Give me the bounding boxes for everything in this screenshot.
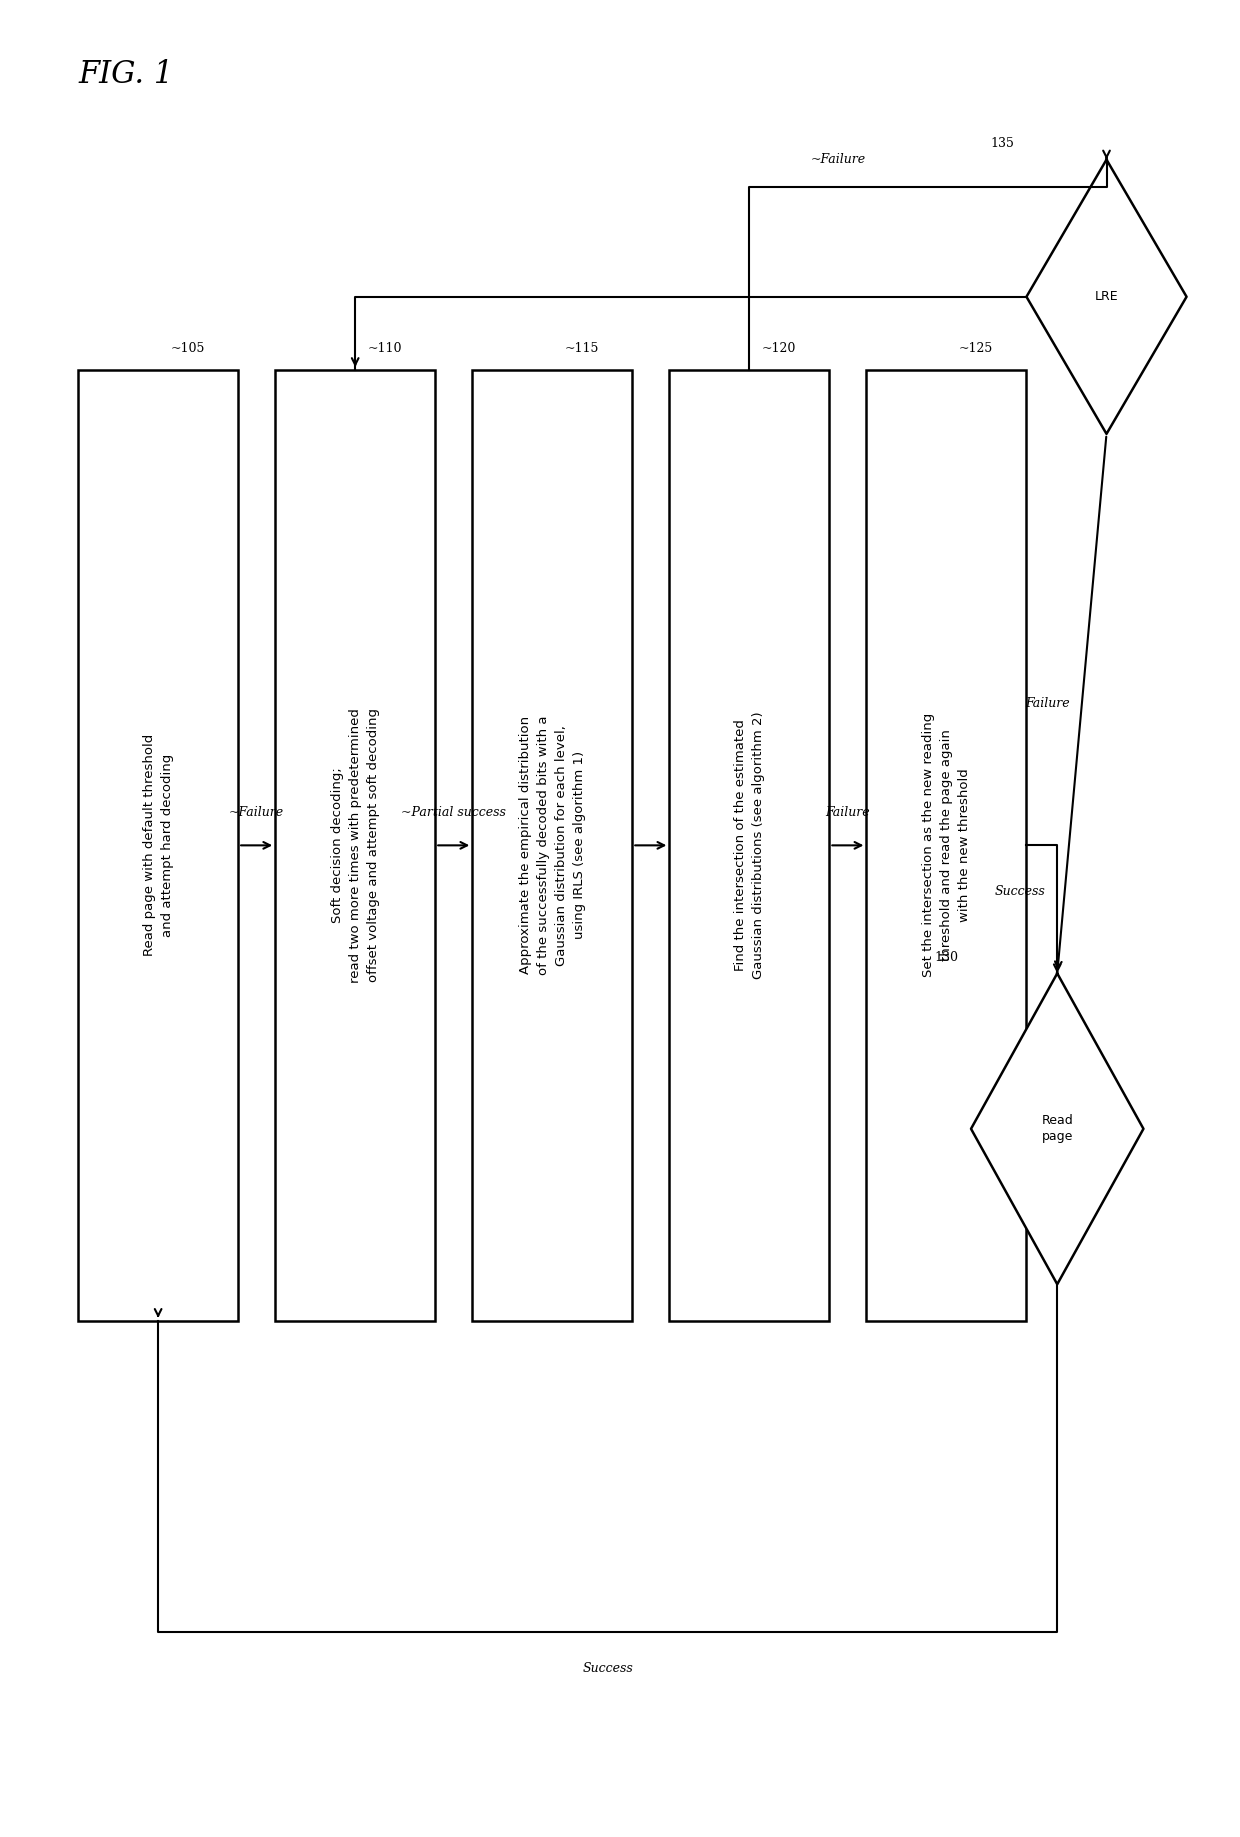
FancyBboxPatch shape bbox=[472, 369, 632, 1321]
Polygon shape bbox=[1027, 160, 1187, 434]
Text: Read page with default threshold
and attempt hard decoding: Read page with default threshold and att… bbox=[143, 735, 174, 957]
Text: Success: Success bbox=[994, 885, 1045, 898]
Text: Soft decision decoding;
read two more times with predetermined
offset voltage an: Soft decision decoding; read two more ti… bbox=[331, 707, 379, 983]
Text: Read
page: Read page bbox=[1042, 1115, 1073, 1143]
Text: ~110: ~110 bbox=[367, 342, 402, 355]
Text: LRE: LRE bbox=[1095, 290, 1118, 303]
FancyBboxPatch shape bbox=[670, 369, 830, 1321]
Text: ~105: ~105 bbox=[170, 342, 205, 355]
Text: Approximate the empirical distribution
of the successfully decoded bits with a
G: Approximate the empirical distribution o… bbox=[518, 716, 585, 975]
Text: ~Failure: ~Failure bbox=[229, 806, 284, 819]
Text: ~120: ~120 bbox=[761, 342, 796, 355]
Text: Failure: Failure bbox=[826, 806, 870, 819]
Text: ~Partial success: ~Partial success bbox=[402, 806, 506, 819]
FancyBboxPatch shape bbox=[867, 369, 1027, 1321]
Text: Success: Success bbox=[583, 1662, 634, 1675]
Text: 130: 130 bbox=[935, 952, 959, 964]
Text: Find the intersection of the estimated
Gaussian distributions (see algorithm 2): Find the intersection of the estimated G… bbox=[734, 711, 765, 979]
FancyBboxPatch shape bbox=[78, 369, 238, 1321]
Text: FIG. 1: FIG. 1 bbox=[78, 59, 174, 90]
Text: Set the intersection as the new reading
threshold and read the page again
with t: Set the intersection as the new reading … bbox=[921, 713, 971, 977]
Text: 135: 135 bbox=[991, 138, 1014, 151]
Text: ~Failure: ~Failure bbox=[811, 152, 866, 165]
Text: Failure: Failure bbox=[1025, 696, 1070, 711]
Text: ~115: ~115 bbox=[564, 342, 599, 355]
Text: ~125: ~125 bbox=[959, 342, 993, 355]
FancyBboxPatch shape bbox=[275, 369, 435, 1321]
Polygon shape bbox=[971, 974, 1143, 1284]
